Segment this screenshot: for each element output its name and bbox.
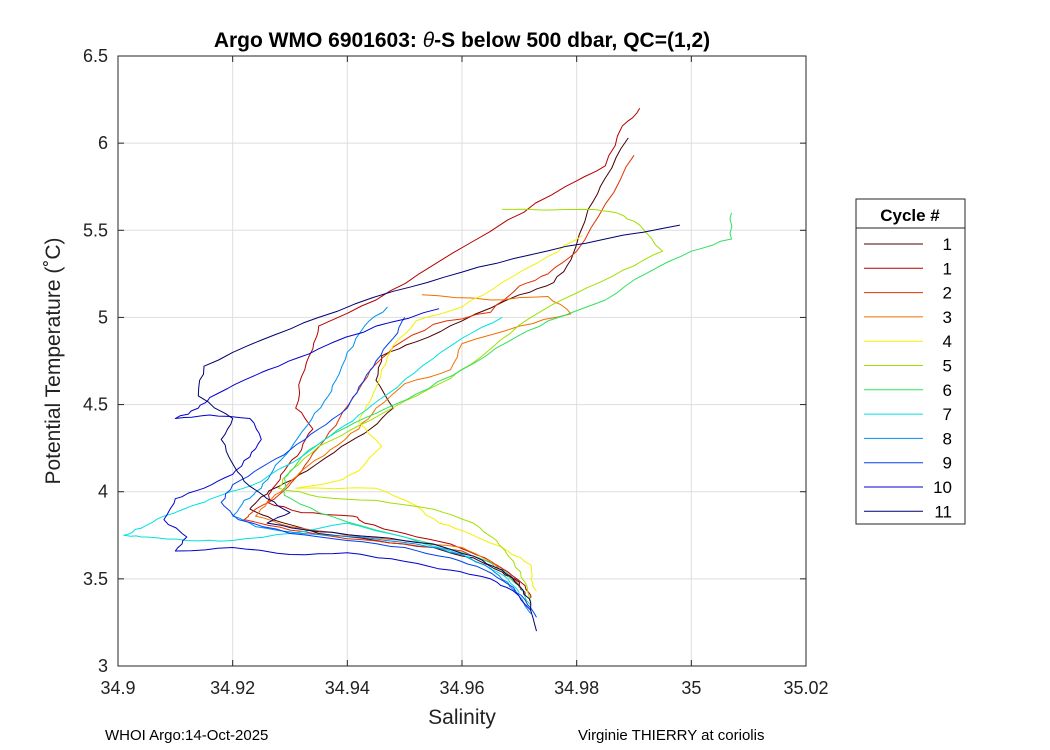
legend-label: 2	[943, 284, 952, 303]
series-line-8	[123, 316, 520, 594]
x-tick-label: 35.02	[783, 678, 828, 698]
series-line-7	[283, 212, 733, 606]
series-line-9	[232, 306, 532, 614]
y-tick-label: 4	[98, 482, 108, 502]
x-axis-label: Salinity	[428, 706, 496, 729]
y-axis: 3 3.5 4 4.5 5 5.5 6 6.5	[83, 46, 806, 676]
series-line-4	[255, 294, 572, 588]
series-line-10	[220, 317, 537, 618]
legend-label: 9	[943, 454, 952, 473]
y-tick-label: 3	[98, 656, 108, 676]
series-line-5	[295, 235, 583, 592]
y-axis-label: Potential Temperature (˚C)	[42, 237, 65, 484]
x-tick-label: 34.92	[210, 678, 255, 698]
legend-label: 5	[943, 357, 952, 376]
x-tick-label: 34.98	[554, 678, 599, 698]
y-tick-label: 5.5	[83, 220, 108, 240]
y-tick-label: 5	[98, 307, 108, 327]
x-tick-label: 34.9	[100, 678, 135, 698]
legend-label: 11	[934, 502, 952, 521]
chart-title: Argo WMO 6901603: θ-S below 500 dbar, QC…	[214, 29, 710, 52]
legend-label: 1	[943, 259, 952, 278]
legend-box	[855, 198, 966, 525]
legend-label: 7	[943, 405, 952, 424]
legend-label: 6	[943, 381, 952, 400]
series-line-6	[278, 208, 664, 602]
series-line-12	[197, 224, 680, 632]
series-line-3	[243, 155, 635, 594]
series-line-11	[163, 308, 532, 611]
footer-left: WHOI Argo:14-Oct-2025	[105, 727, 268, 744]
y-tick-label: 4.5	[83, 395, 108, 415]
legend-label: 3	[943, 308, 952, 327]
y-tick-label: 6	[98, 133, 108, 153]
footer-right: Virginie THIERRY at coriolis	[578, 727, 764, 744]
y-tick-label: 6.5	[83, 46, 108, 66]
x-axis: 34.9 34.92 34.94 34.96 34.98 35 35.02	[100, 56, 829, 698]
y-tick-label: 3.5	[83, 569, 108, 589]
legend-label: 4	[943, 332, 952, 351]
series-layer	[123, 108, 733, 632]
x-tick-label: 34.96	[439, 678, 484, 698]
legend-label: 8	[943, 429, 952, 448]
legend-label: 1	[943, 235, 952, 254]
series-line-2	[266, 108, 641, 598]
x-tick-label: 35	[681, 678, 701, 698]
legend-title: Cycle #	[880, 206, 940, 225]
x-tick-label: 34.94	[325, 678, 370, 698]
legend-label: 10	[933, 478, 952, 497]
